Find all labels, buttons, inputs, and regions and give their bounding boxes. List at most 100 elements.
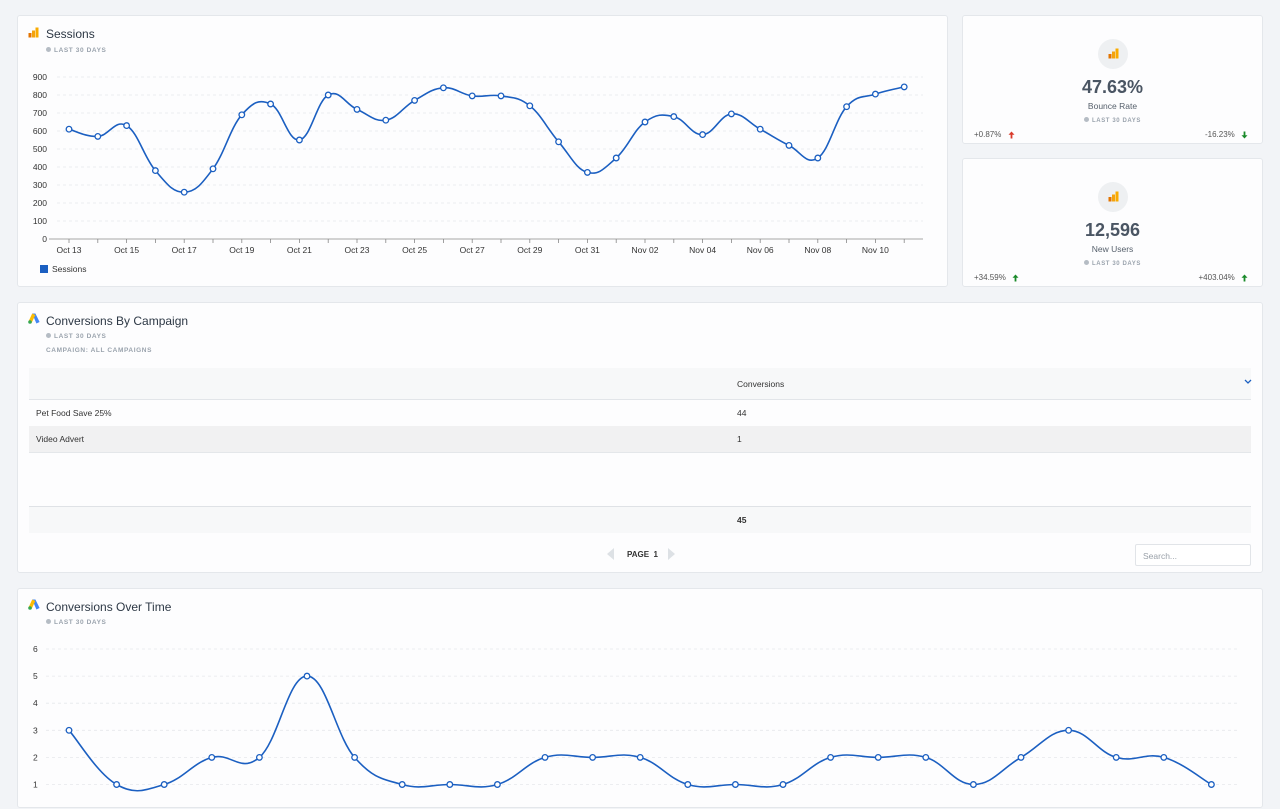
conversions-series-line <box>68 675 1212 792</box>
new-users-card: 12,596 New Users LAST 30 DAYS +34.59% +4… <box>962 158 1263 287</box>
arrow-up-icon <box>1012 274 1019 282</box>
x-tick-label: Oct 23 <box>344 245 369 255</box>
x-tick-label: Nov 04 <box>689 245 716 255</box>
sessions-data-point <box>411 96 419 104</box>
campaign-name-cell: Pet Food Save 25% <box>36 408 112 418</box>
chevron-right-icon[interactable] <box>667 547 676 561</box>
sessions-data-point <box>583 168 591 176</box>
sessions-data-point <box>699 131 707 139</box>
conversions-data-point <box>446 781 454 788</box>
sessions-data-point <box>209 165 217 173</box>
sessions-data-point <box>871 90 879 98</box>
google-analytics-logo-icon <box>1108 48 1119 59</box>
sessions-data-point <box>180 188 188 196</box>
conversions-data-point <box>1207 781 1215 788</box>
sessions-chart: 0 100 200 300 400 500 600 700 800 900 Oct 13 Oct 15… <box>33 72 923 274</box>
x-tick-label: Oct 13 <box>56 245 81 255</box>
campaign-filter: CAMPAIGN: ALL CAMPAIGNS <box>46 347 152 354</box>
x-tick-label: Nov 08 <box>804 245 831 255</box>
conversions-data-point <box>1065 726 1073 734</box>
clock-icon <box>1084 117 1089 122</box>
x-tick-label: Nov 10 <box>862 245 889 255</box>
conversions-data-point <box>113 781 121 788</box>
google-analytics-logo-icon <box>1108 191 1119 202</box>
campaign-name-cell: Video Advert <box>36 434 85 444</box>
chevron-down-icon[interactable] <box>1244 379 1252 385</box>
conversions-data-point <box>874 753 882 761</box>
sessions-data-point <box>843 103 851 111</box>
x-tick-label: Oct 21 <box>287 245 312 255</box>
search-input[interactable]: Search... <box>1135 544 1251 566</box>
table-row[interactable]: Pet Food Save 25% 44 <box>29 400 1251 427</box>
y-tick-label: 0 <box>42 234 47 244</box>
conversions-data-point <box>351 753 359 761</box>
y-tick-label: 3 <box>33 725 38 735</box>
y-tick-label: 500 <box>33 144 47 154</box>
bounce-rate-period: LAST 30 DAYS <box>963 117 1262 124</box>
sessions-data-point <box>468 92 476 100</box>
sessions-period: LAST 30 DAYS <box>46 47 106 54</box>
sessions-data-point <box>324 91 332 99</box>
clock-icon <box>46 47 51 52</box>
y-tick-label: 2 <box>33 752 38 762</box>
y-tick-label: 4 <box>33 698 38 708</box>
table-header: Conversions <box>29 368 1252 400</box>
clock-icon <box>46 333 51 338</box>
sessions-data-point <box>785 141 793 149</box>
sessions-data-point <box>727 110 735 118</box>
google-ads-logo-icon <box>28 313 40 324</box>
conversions-data-point <box>160 781 168 788</box>
conversions-data-point <box>731 781 739 788</box>
cot-period-text: LAST 30 DAYS <box>54 619 107 626</box>
campaign-period-text: LAST 30 DAYS <box>54 333 107 340</box>
clock-icon <box>46 619 51 624</box>
sessions-data-point <box>555 138 563 146</box>
x-tick-label: Oct 19 <box>229 245 254 255</box>
y-tick-label: 600 <box>33 126 47 136</box>
y-tick-label: 5 <box>33 671 38 681</box>
new-users-right-delta: +403.04% <box>1199 273 1249 282</box>
x-tick-label: Oct 25 <box>402 245 427 255</box>
x-tick-label: Nov 02 <box>632 245 659 255</box>
x-tick-label: Oct 31 <box>575 245 600 255</box>
y-tick-label: 6 <box>33 644 38 654</box>
conversions-data-point <box>1160 753 1168 761</box>
conversions-data-point <box>922 753 930 761</box>
conversions-data-point <box>398 781 406 788</box>
cot-title: Conversions Over Time <box>46 600 172 614</box>
new-users-period-text: LAST 30 DAYS <box>1092 261 1141 267</box>
conversions-data-point <box>541 753 549 761</box>
conversions-data-point <box>1017 753 1025 761</box>
sessions-data-point <box>238 111 246 119</box>
x-tick-label: Nov 06 <box>747 245 774 255</box>
sessions-data-point <box>670 113 678 121</box>
sessions-series-line <box>68 86 905 194</box>
table-row[interactable]: Video Advert 1 <box>29 426 1251 453</box>
y-tick-label: 200 <box>33 198 47 208</box>
bounce-rate-value: 47.63% <box>1081 77 1144 97</box>
sessions-data-point <box>295 136 303 144</box>
table-total-row: 45 <box>29 506 1251 533</box>
conversions-cell: 1 <box>737 434 742 444</box>
campaign-period: LAST 30 DAYS <box>46 333 106 340</box>
conversions-data-point <box>1112 753 1120 761</box>
conversions-by-campaign-card: Conversions By Campaign LAST 30 DAYS CAM… <box>17 302 1263 573</box>
conversions-data-point <box>636 753 644 761</box>
sessions-data-point <box>439 84 447 92</box>
chevron-left-icon[interactable] <box>606 547 615 561</box>
y-tick-label: 700 <box>33 108 47 118</box>
x-tick-label: Oct 15 <box>114 245 139 255</box>
new-users-label: New Users <box>1091 244 1134 254</box>
conversions-column-header[interactable]: Conversions <box>737 379 785 389</box>
x-tick-label: Oct 27 <box>460 245 485 255</box>
arrow-up-icon <box>1008 131 1015 139</box>
sessions-data-point <box>756 125 764 133</box>
sessions-data-point <box>151 167 159 175</box>
sessions-card: Sessions LAST 30 DAYS 0 100 200 300 400 500 60… <box>17 15 948 287</box>
page-indicator: PAGE 1 <box>627 550 658 559</box>
y-tick-label: 900 <box>33 72 47 82</box>
new-users-left-delta-text: +34.59% <box>974 273 1006 282</box>
conversions-cell: 44 <box>737 408 747 418</box>
conversions-data-point <box>303 672 311 680</box>
conversions-over-time-chart: 1 2 3 4 5 6 <box>33 644 1238 792</box>
